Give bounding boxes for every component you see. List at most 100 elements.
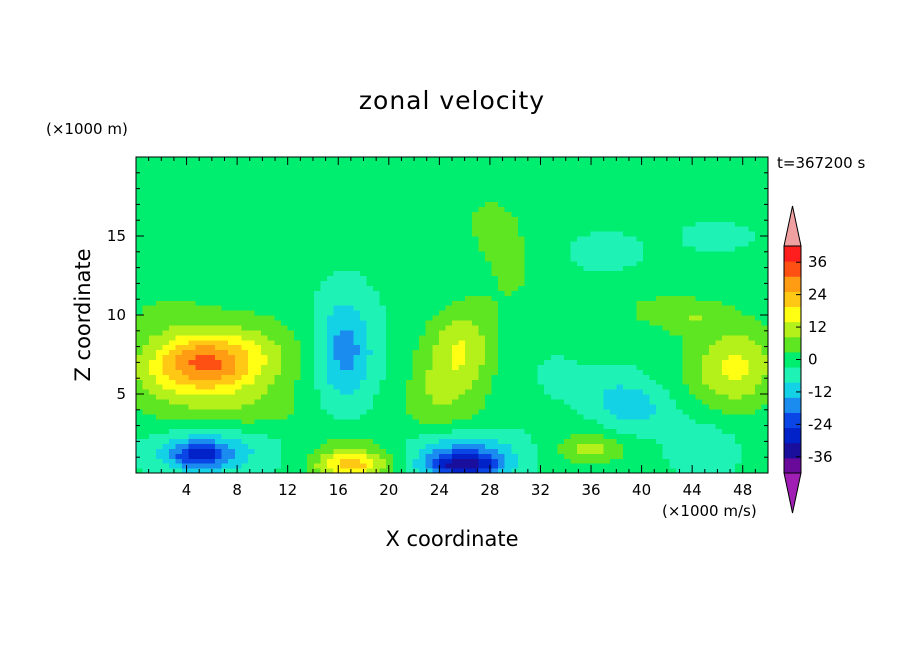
field-cell xyxy=(708,315,716,321)
field-cell xyxy=(313,418,321,425)
field-cell xyxy=(142,315,150,321)
field-cell xyxy=(498,374,506,380)
field-cell xyxy=(274,349,282,356)
field-cell xyxy=(155,468,163,473)
field-cell xyxy=(221,403,229,410)
field-cell xyxy=(300,438,308,444)
field-cell xyxy=(465,428,473,435)
field-cell xyxy=(241,354,249,361)
field-cell xyxy=(162,324,170,331)
field-cell xyxy=(405,423,414,430)
field-cell xyxy=(287,226,295,232)
field-cell xyxy=(201,231,210,237)
field-cell xyxy=(228,226,236,232)
field-cell xyxy=(359,408,368,415)
field-cell xyxy=(346,226,354,232)
field-cell xyxy=(741,408,749,415)
field-cell xyxy=(544,250,552,257)
field-cell xyxy=(300,394,308,400)
field-cell xyxy=(247,463,256,469)
field-cell xyxy=(340,359,348,365)
field-cell xyxy=(596,216,605,222)
field-cell xyxy=(517,379,526,385)
field-cell xyxy=(419,226,427,232)
field-cell xyxy=(695,305,703,311)
field-cell xyxy=(359,379,368,385)
field-cell xyxy=(294,443,302,449)
field-cell xyxy=(168,240,177,247)
field-cell xyxy=(603,295,611,301)
field-cell xyxy=(748,418,756,425)
field-cell xyxy=(274,423,282,430)
field-cell xyxy=(721,280,730,286)
field-cell xyxy=(142,221,150,227)
field-cell xyxy=(695,245,703,252)
field-cell xyxy=(234,290,242,296)
field-cell xyxy=(583,275,591,282)
field-cell xyxy=(675,438,684,444)
field-cell xyxy=(228,300,236,306)
field-cell xyxy=(504,389,512,395)
field-cell xyxy=(353,403,361,410)
field-cell xyxy=(254,463,262,469)
field-cell xyxy=(689,448,697,454)
field-cell xyxy=(353,354,361,361)
field-cell xyxy=(208,448,216,454)
field-cell xyxy=(149,319,157,326)
field-cell xyxy=(247,226,256,232)
field-cell xyxy=(662,285,670,291)
field-cell xyxy=(458,315,466,321)
field-cell xyxy=(425,418,433,425)
field-cell xyxy=(359,349,368,356)
field-cell xyxy=(261,408,269,415)
field-cell xyxy=(465,315,473,321)
field-cell xyxy=(373,349,381,356)
field-cell xyxy=(649,398,657,405)
field-cell xyxy=(221,250,229,257)
field-cell xyxy=(254,379,262,385)
field-cell xyxy=(524,453,532,459)
field-cell xyxy=(215,369,223,375)
field-cell xyxy=(563,339,572,346)
field-cell xyxy=(419,384,427,390)
field-cell xyxy=(313,433,321,440)
field-cell xyxy=(452,270,460,277)
field-cell xyxy=(616,255,624,262)
field-cell xyxy=(247,349,256,356)
field-cell xyxy=(616,334,624,341)
field-cell xyxy=(412,384,420,390)
field-cell xyxy=(136,310,144,316)
field-cell xyxy=(359,458,368,464)
field-cell xyxy=(182,285,190,291)
field-cell xyxy=(590,231,598,237)
field-cell xyxy=(583,265,591,272)
field-cell xyxy=(656,344,664,351)
field-cell xyxy=(386,270,394,277)
field-cell xyxy=(754,270,763,277)
field-cell xyxy=(504,344,512,351)
field-cell xyxy=(195,379,203,385)
field-cell xyxy=(313,305,321,311)
field-cell xyxy=(438,354,447,361)
field-cell xyxy=(412,329,420,336)
field-cell xyxy=(195,438,203,444)
field-cell xyxy=(379,265,387,272)
field-cell xyxy=(649,339,657,346)
field-cell xyxy=(557,310,565,316)
field-cell xyxy=(550,295,558,301)
field-cell xyxy=(708,275,716,282)
field-cell xyxy=(221,448,229,454)
field-cell xyxy=(412,319,420,326)
field-cell xyxy=(702,305,710,311)
field-cell xyxy=(478,468,486,473)
field-cell xyxy=(432,275,440,282)
field-cell xyxy=(313,463,321,469)
field-cell xyxy=(623,458,631,464)
field-cell xyxy=(346,270,354,277)
field-cell xyxy=(721,290,730,296)
field-cell xyxy=(610,216,618,222)
field-cell xyxy=(563,344,572,351)
field-cell xyxy=(458,324,466,331)
field-cell xyxy=(195,418,203,425)
field-cell xyxy=(504,354,512,361)
